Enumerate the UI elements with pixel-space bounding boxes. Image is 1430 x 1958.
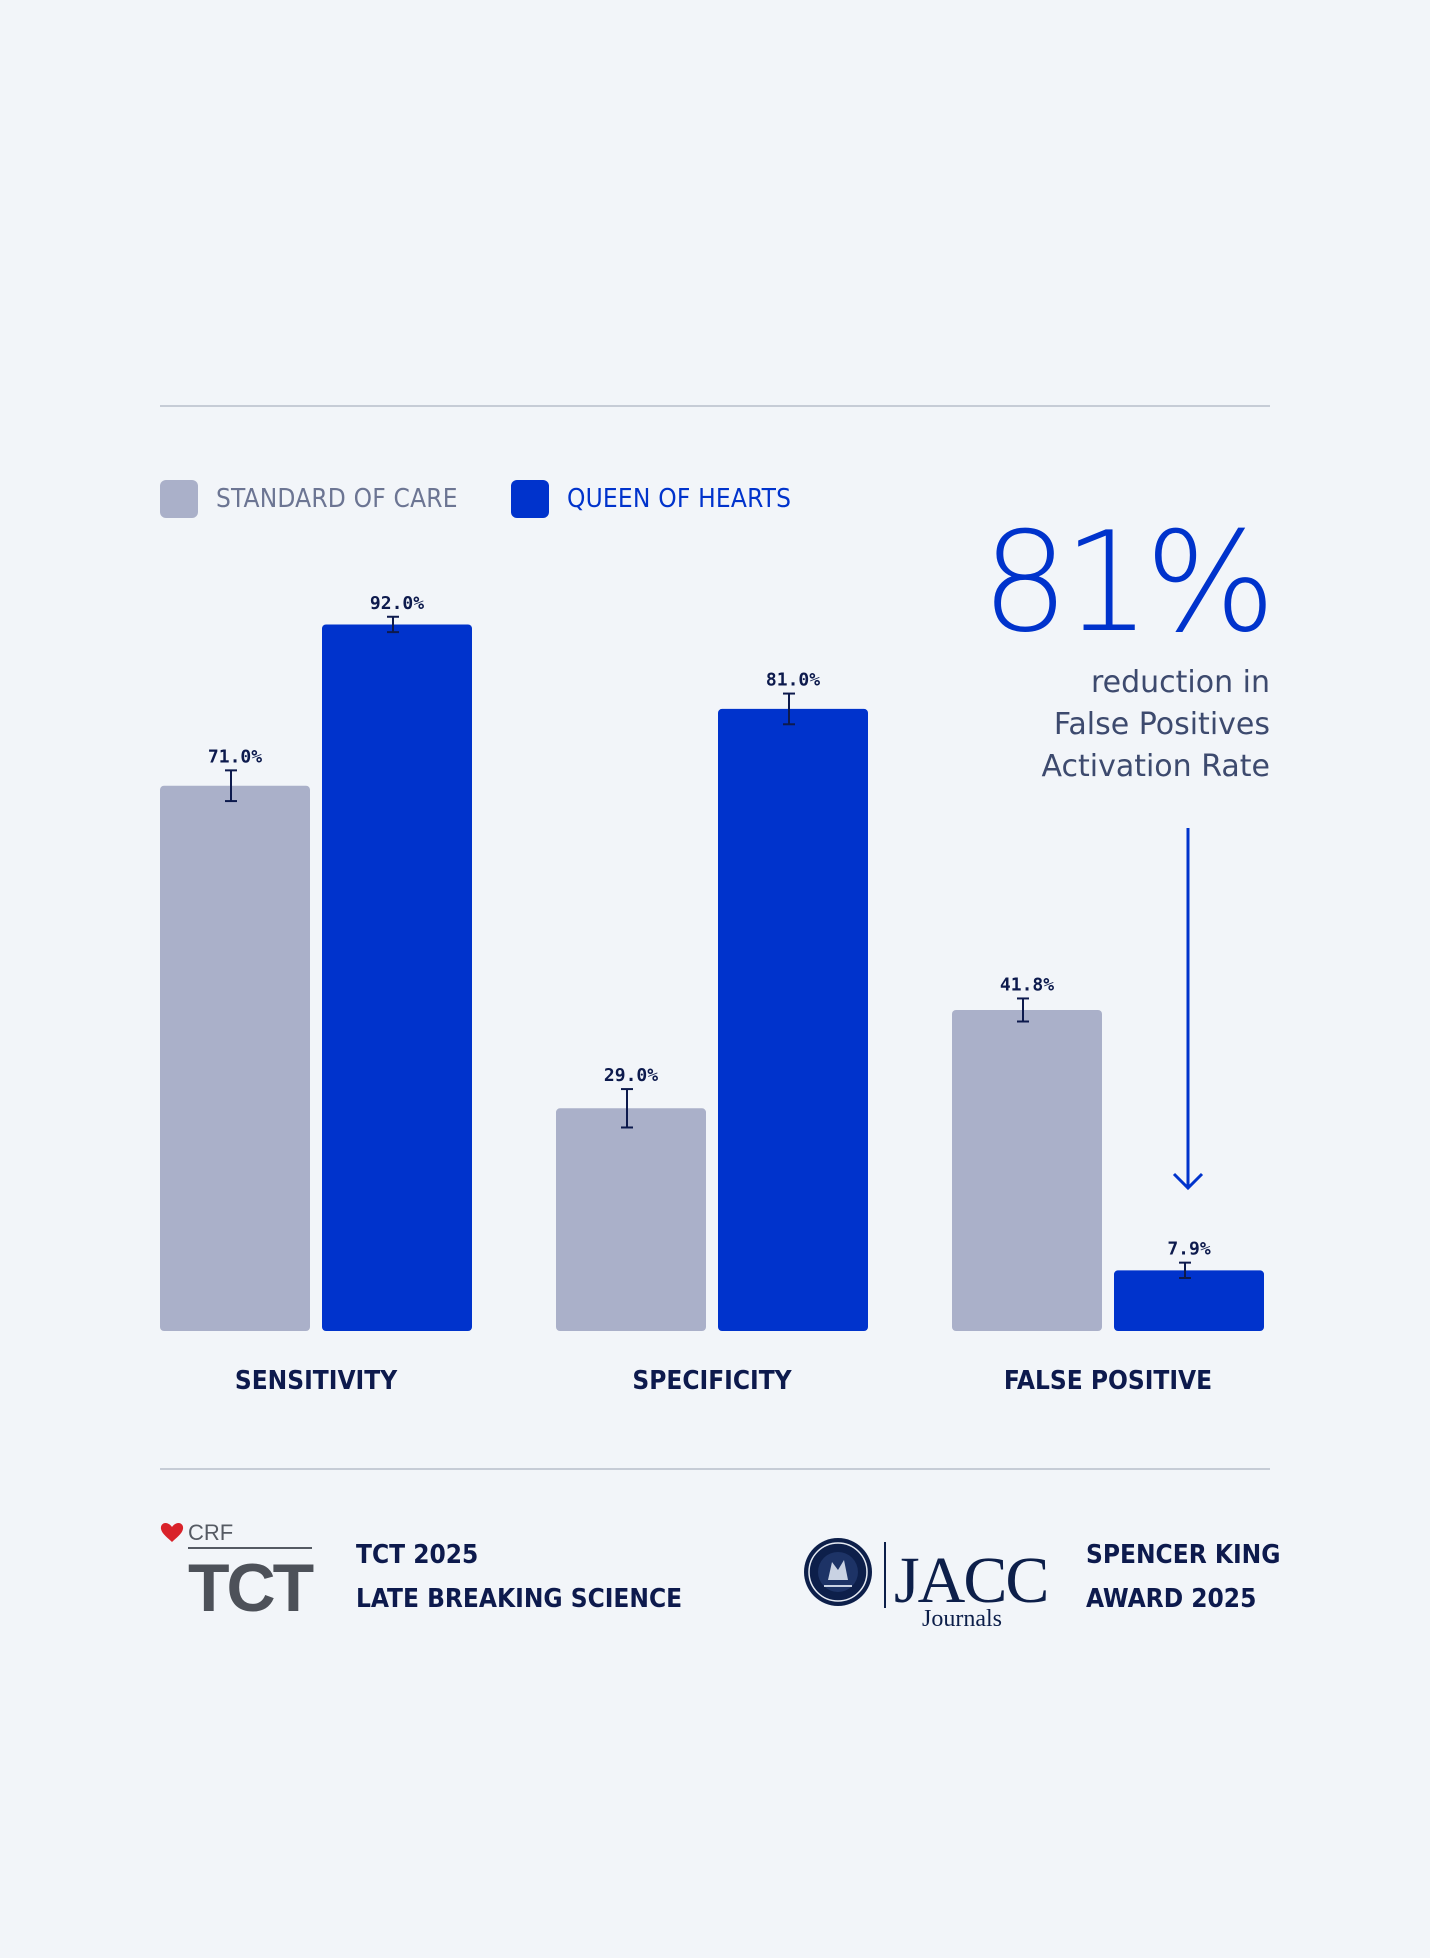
legend-label-queen-of-hearts: QUEEN OF HEARTS bbox=[567, 484, 792, 514]
footer-line: TCT 2025 bbox=[356, 1540, 479, 1570]
data-label: 81.0% bbox=[766, 670, 820, 691]
footer-left-text: TCT 2025 LATE BREAKING SCIENCE bbox=[356, 1533, 682, 1621]
bar-chart: 71.0% 92.0% SENSITIVITY 29.0% 81.0% SPECIFICI… bbox=[160, 593, 1264, 1396]
data-label: 71.0% bbox=[208, 746, 262, 767]
footer-line: AWARD 2025 bbox=[1086, 1584, 1257, 1614]
logo-divider bbox=[884, 1542, 886, 1608]
footer-right-text: SPENCER KING AWARD 2025 bbox=[1086, 1533, 1280, 1621]
data-label: 7.9% bbox=[1167, 1239, 1211, 1260]
category-label: FALSE POSITIVE bbox=[1004, 1366, 1212, 1396]
bar bbox=[322, 624, 472, 1331]
legend-item-standard-of-care: STANDARD OF CARE bbox=[160, 480, 458, 518]
bar bbox=[718, 708, 868, 1331]
logo-rule bbox=[188, 1547, 312, 1549]
data-label: 92.0% bbox=[370, 593, 424, 614]
tct-logo: CRF TCT bbox=[160, 1520, 317, 1620]
callout-description: reduction in False Positives Activation … bbox=[870, 662, 1270, 788]
arrow-head-icon bbox=[1172, 1172, 1204, 1191]
data-label: 29.0% bbox=[604, 1065, 658, 1086]
bottom-divider bbox=[160, 1468, 1270, 1470]
callout-line: Activation Rate bbox=[1041, 749, 1270, 784]
bar bbox=[160, 785, 310, 1331]
footer-line: SPENCER KING bbox=[1086, 1540, 1281, 1570]
legend-label-standard-of-care: STANDARD OF CARE bbox=[216, 484, 458, 514]
legend-swatch-queen-of-hearts bbox=[511, 480, 549, 518]
bar bbox=[1114, 1270, 1264, 1331]
journals-mark: Journals bbox=[922, 1606, 1002, 1630]
category-label: SPECIFICITY bbox=[632, 1366, 792, 1396]
bar bbox=[952, 1009, 1102, 1331]
jacc-mark: JACC bbox=[894, 1544, 1047, 1617]
tct-mark: TCT bbox=[188, 1550, 314, 1620]
bar bbox=[556, 1108, 706, 1331]
footer-line: LATE BREAKING SCIENCE bbox=[356, 1584, 683, 1614]
data-label: 41.8% bbox=[1000, 974, 1054, 995]
callout-line: reduction in bbox=[1090, 665, 1270, 700]
callout-line: False Positives bbox=[1053, 707, 1270, 742]
jacc-logo: JACC Journals bbox=[804, 1538, 1049, 1630]
heart-icon bbox=[160, 1522, 184, 1542]
acc-seal-icon bbox=[804, 1538, 872, 1606]
callout-value: 81% bbox=[981, 502, 1276, 663]
legend-item-queen-of-hearts: QUEEN OF HEARTS bbox=[511, 480, 791, 518]
legend-swatch-standard-of-care bbox=[160, 480, 198, 518]
top-divider bbox=[160, 405, 1270, 407]
category-label: SENSITIVITY bbox=[235, 1366, 398, 1396]
crf-mark: CRF bbox=[188, 1520, 233, 1545]
